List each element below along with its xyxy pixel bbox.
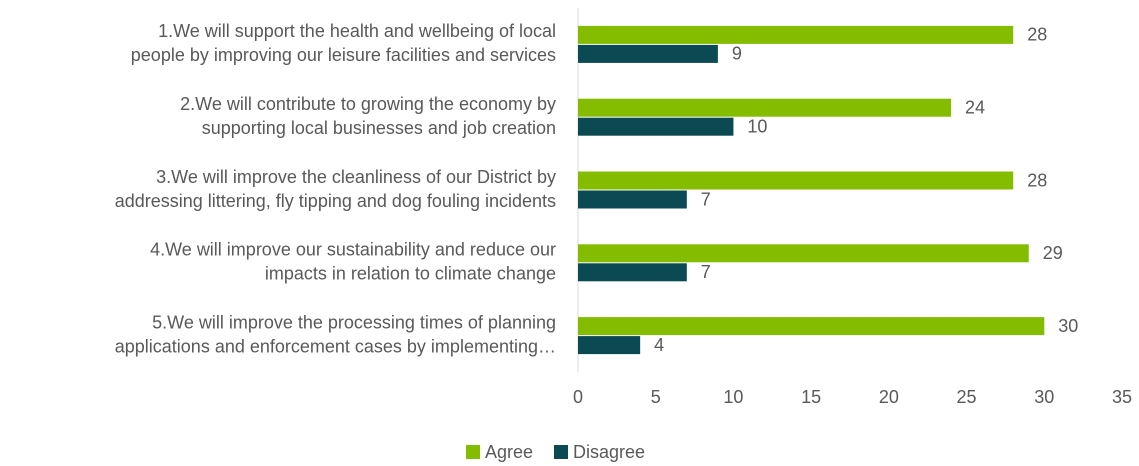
x-tick-label: 10 <box>723 387 743 407</box>
category-label: 2.We will contribute to growing the econ… <box>180 94 556 114</box>
category-label: people by improving our leisure faciliti… <box>131 45 556 65</box>
bar <box>578 244 1029 263</box>
x-tick-label: 5 <box>651 387 661 407</box>
x-tick-label: 25 <box>957 387 977 407</box>
category-label: 3.We will improve the cleanliness of our… <box>156 167 556 187</box>
legend-label: Disagree <box>573 442 645 462</box>
x-tick-label: 0 <box>573 387 583 407</box>
value-label: 24 <box>965 97 985 117</box>
bar <box>578 44 718 63</box>
category-label: supporting local businesses and job crea… <box>202 118 556 138</box>
x-tick-label: 35 <box>1112 387 1132 407</box>
value-label: 28 <box>1027 25 1047 45</box>
bar <box>578 336 641 355</box>
bar <box>578 317 1045 336</box>
x-tick-label: 20 <box>879 387 899 407</box>
value-label: 7 <box>701 262 711 282</box>
value-label: 30 <box>1058 316 1078 336</box>
legend-label: Agree <box>485 442 533 462</box>
bar <box>578 190 687 209</box>
category-label: 1.We will support the health and wellbei… <box>158 21 556 41</box>
legend-swatch <box>466 445 480 459</box>
value-label: 9 <box>732 44 742 64</box>
category-label: impacts in relation to climate change <box>265 264 556 284</box>
value-label: 28 <box>1027 170 1047 190</box>
value-label: 4 <box>654 335 664 355</box>
legend-swatch <box>554 445 568 459</box>
value-label: 7 <box>701 189 711 209</box>
bar <box>578 98 952 117</box>
category-label: applications and enforcement cases by im… <box>115 336 556 356</box>
category-label: 4.We will improve our sustainability and… <box>150 240 556 260</box>
x-tick-label: 30 <box>1034 387 1054 407</box>
value-label: 10 <box>747 116 767 136</box>
bar <box>578 171 1014 190</box>
bar <box>578 263 687 282</box>
x-tick-label: 15 <box>801 387 821 407</box>
value-label: 29 <box>1043 243 1063 263</box>
category-label: addressing littering, fly tipping and do… <box>115 191 556 211</box>
bar <box>578 117 734 136</box>
category-label: 5.We will improve the processing times o… <box>152 312 556 332</box>
bar <box>578 25 1014 44</box>
